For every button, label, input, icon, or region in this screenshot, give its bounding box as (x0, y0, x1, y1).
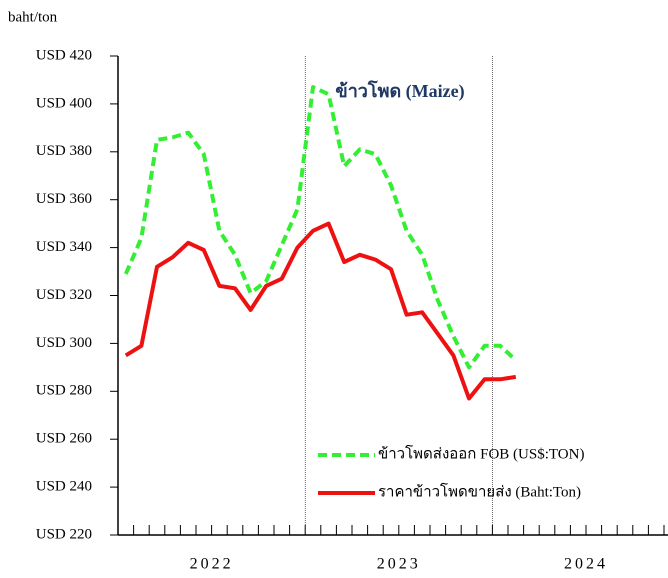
x-year-label: 2024 (564, 556, 608, 573)
y-tick-label: USD 260 (36, 431, 92, 447)
x-year-label: 2022 (190, 556, 234, 573)
y-axis-label: baht/ton (8, 9, 58, 25)
y-tick-label: USD 240 (36, 479, 92, 495)
x-year-label: 2023 (377, 556, 421, 573)
chart-title: ข้าวโพด (Maize) (335, 80, 464, 102)
y-tick-label: USD 420 (36, 47, 92, 63)
y-tick-label: USD 380 (36, 143, 92, 159)
y-tick-label: USD 220 (36, 526, 92, 542)
legend-label: ข้าวโพดส่งออก FOB (US$:TON) (378, 444, 584, 462)
y-tick-label: USD 300 (36, 335, 92, 351)
series-line (124, 221, 517, 401)
y-tick-label: USD 340 (36, 239, 92, 255)
y-tick-label: USD 360 (36, 191, 92, 207)
legend-label: ราคาข้าวโพดขายส่ง (Baht:Ton) (378, 482, 581, 500)
series-line (123, 85, 518, 370)
y-tick-label: USD 320 (36, 287, 92, 303)
y-tick-label: USD 280 (36, 383, 92, 399)
y-tick-label: USD 400 (36, 95, 92, 111)
